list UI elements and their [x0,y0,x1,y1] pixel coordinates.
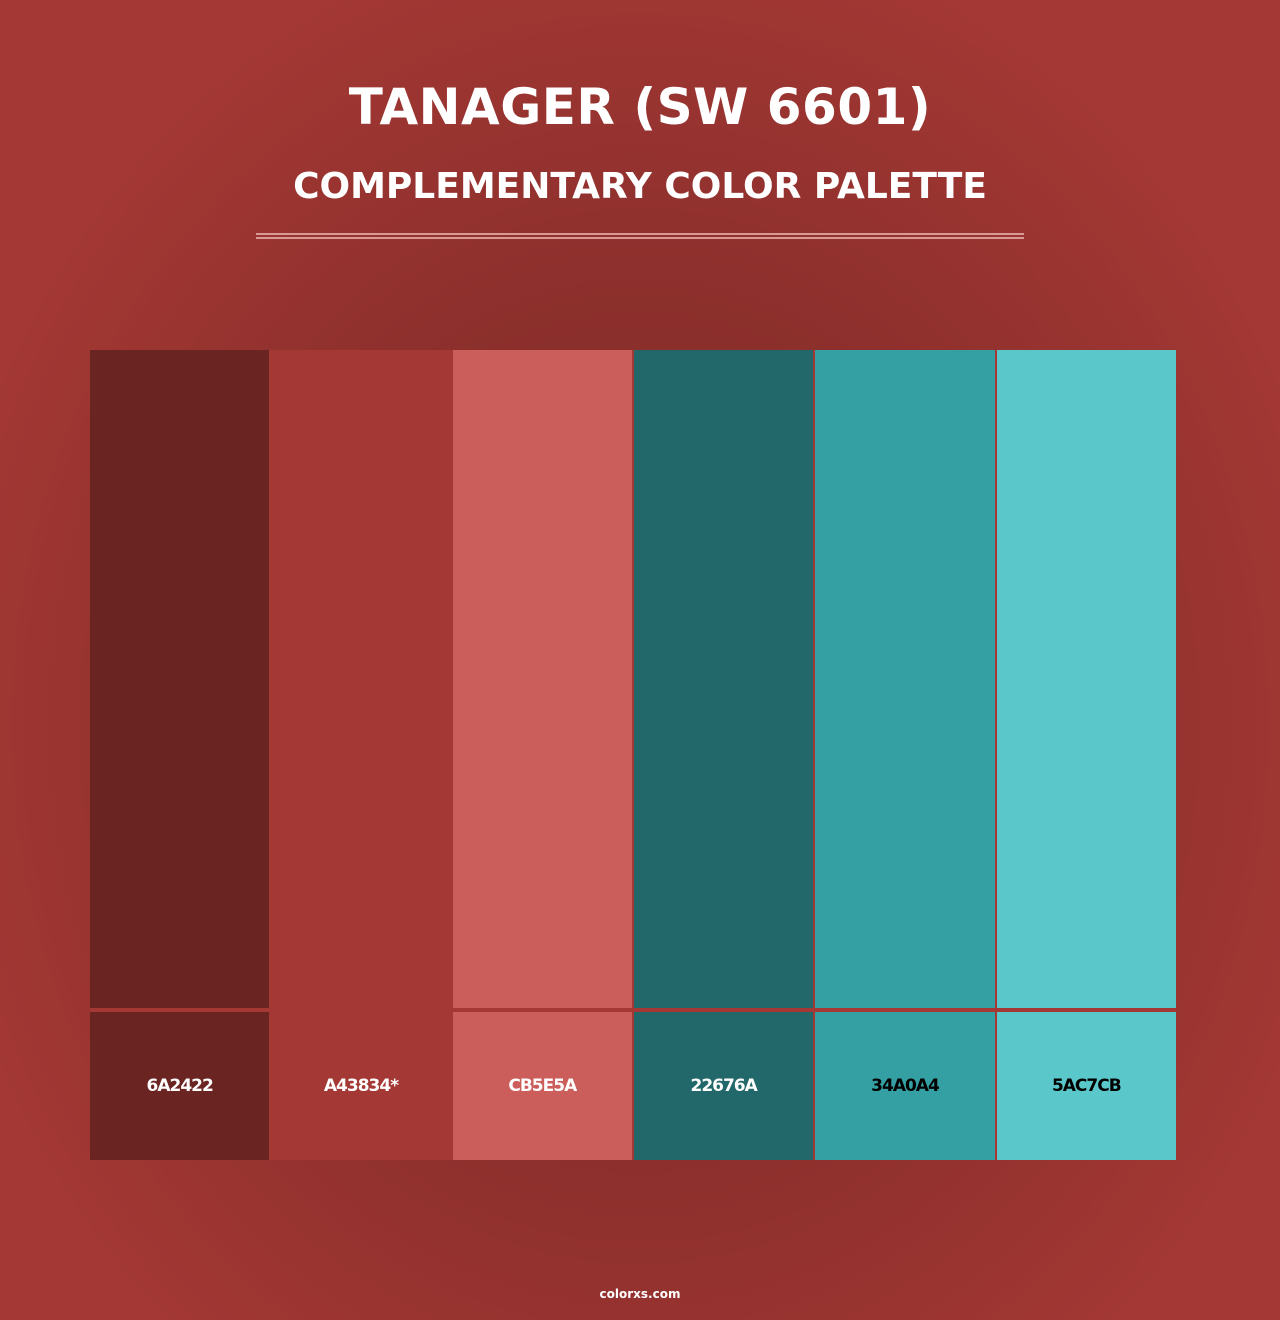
swatch-column: 5AC7CB [996,350,1176,1160]
page-subtitle: COMPLEMENTARY COLOR PALETTE [293,166,987,207]
swatch-hex-label: 22676A [633,1012,814,1160]
color-swatch [271,350,451,1008]
swatch-hex-label: 34A0A4 [815,1012,995,1160]
swatch-hex-label: CB5E5A [452,1012,632,1160]
color-swatch [90,350,270,1008]
divider [256,233,1024,235]
swatch-hex-label: 6A2422 [90,1012,270,1160]
color-palette: 6A2422 A43834* CB5E5A 22676A 34A0A4 5AC7… [90,350,1176,1160]
swatch-column: 6A2422 [90,350,270,1160]
color-swatch [633,350,814,1008]
swatch-column: CB5E5A [452,350,632,1160]
swatch-hex-label: A43834* [271,1012,451,1160]
footer-site-link[interactable]: colorxs.com [599,1287,681,1301]
color-swatch [815,350,995,1008]
divider [256,237,1024,239]
color-swatch [996,350,1176,1008]
color-swatch [452,350,632,1008]
swatch-hex-label: 5AC7CB [996,1012,1176,1160]
page-title: TANAGER (SW 6601) [348,78,932,136]
swatch-column: 34A0A4 [815,350,995,1160]
swatch-column: 22676A [633,350,814,1160]
swatch-column: A43834* [271,350,451,1160]
